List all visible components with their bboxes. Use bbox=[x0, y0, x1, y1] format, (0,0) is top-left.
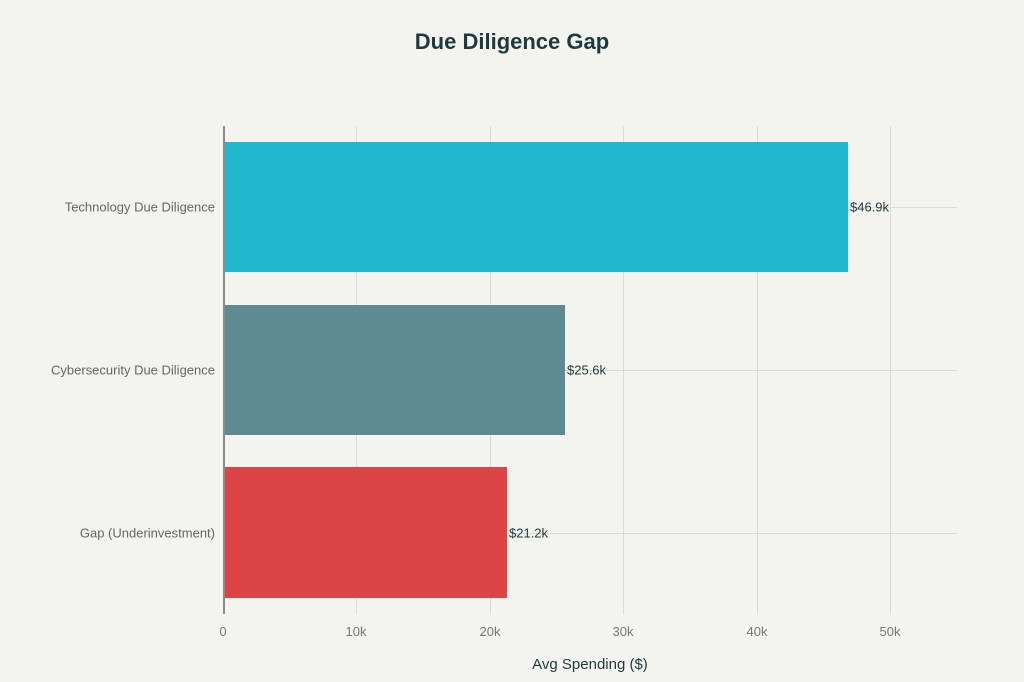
plot-area: $46.9k $25.6k $21.2k bbox=[223, 126, 957, 614]
category-label-technology: Technology Due Diligence bbox=[64, 199, 215, 215]
bar-technology[interactable] bbox=[223, 142, 848, 272]
value-label-technology: $46.9k bbox=[850, 199, 890, 215]
bar-cybersecurity[interactable] bbox=[223, 305, 565, 435]
x-tick-10k: 10k bbox=[345, 624, 367, 639]
x-tick-20k: 20k bbox=[479, 624, 501, 639]
x-axis-title: Avg Spending ($) bbox=[532, 656, 648, 673]
bar-gap[interactable] bbox=[223, 467, 507, 598]
category-label-gap: Gap (Underinvestment) bbox=[79, 525, 215, 541]
chart-title: Due Diligence Gap bbox=[414, 29, 610, 54]
value-label-cybersecurity: $25.6k bbox=[567, 362, 607, 378]
gridline-cat-3 bbox=[223, 533, 957, 534]
category-label-cybersecurity: Cybersecurity Due Diligence bbox=[50, 362, 215, 378]
x-tick-30k: 30k bbox=[612, 624, 634, 639]
gridline-cat-2 bbox=[223, 370, 957, 371]
y-axis-line bbox=[223, 126, 225, 614]
x-tick-50k: 50k bbox=[879, 624, 901, 639]
x-tick-40k: 40k bbox=[746, 624, 768, 639]
value-label-gap: $21.2k bbox=[509, 525, 549, 541]
x-tick-0: 0 bbox=[219, 624, 227, 639]
